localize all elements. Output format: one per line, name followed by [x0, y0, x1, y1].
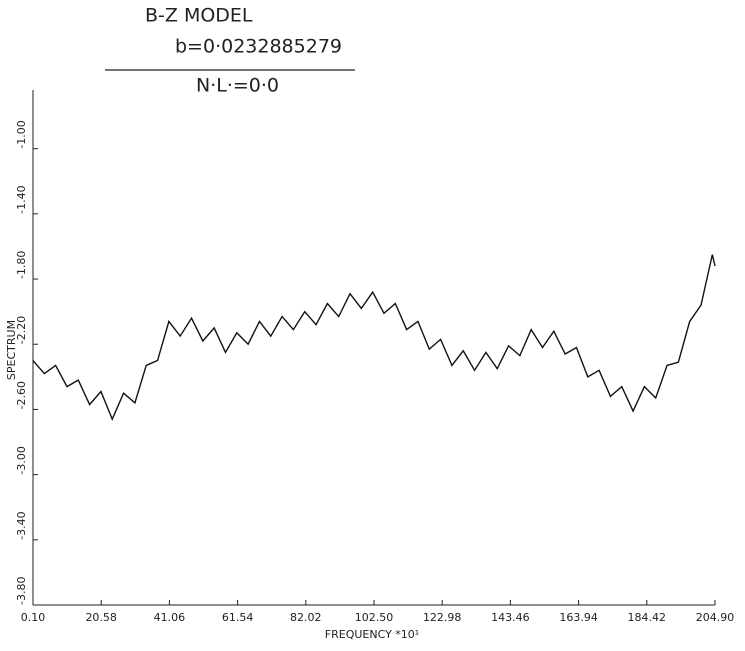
- x-tick-label: 61.54: [222, 611, 254, 624]
- x-tick-label: 163.94: [559, 611, 598, 624]
- y-axis-label: SPECTRUM: [5, 320, 18, 380]
- annotation: N·L·=0·0: [196, 75, 279, 97]
- y-tick-label: -1.00: [15, 120, 28, 148]
- y-tick-label: -3.00: [15, 446, 28, 474]
- x-tick-label: 122.98: [423, 611, 462, 624]
- x-tick-label: 0.10: [21, 611, 46, 624]
- y-tick-label: -2.60: [15, 381, 28, 409]
- y-tick-label: -3.40: [15, 511, 28, 539]
- x-tick-label: 204.90: [696, 611, 735, 624]
- chart-subtitle: b=0·0232885279: [175, 36, 342, 58]
- y-tick-label: -1.40: [15, 185, 28, 213]
- x-tick-label: 102.50: [355, 611, 394, 624]
- y-tick-label: -3.80: [15, 577, 28, 605]
- y-tick-label: -1.80: [15, 251, 28, 279]
- spectrum-line: [32, 254, 716, 422]
- x-tick-label: 184.42: [628, 611, 667, 624]
- y-tick-label: -2.20: [15, 316, 28, 344]
- x-tick-label: 20.58: [85, 611, 117, 624]
- x-tick-label: 41.06: [154, 611, 186, 624]
- chart-title: B-Z MODEL: [145, 5, 253, 27]
- x-tick-label: 82.02: [290, 611, 322, 624]
- x-tick-label: 143.46: [491, 611, 530, 624]
- x-axis-label: FREQUENCY *10¹: [325, 628, 419, 641]
